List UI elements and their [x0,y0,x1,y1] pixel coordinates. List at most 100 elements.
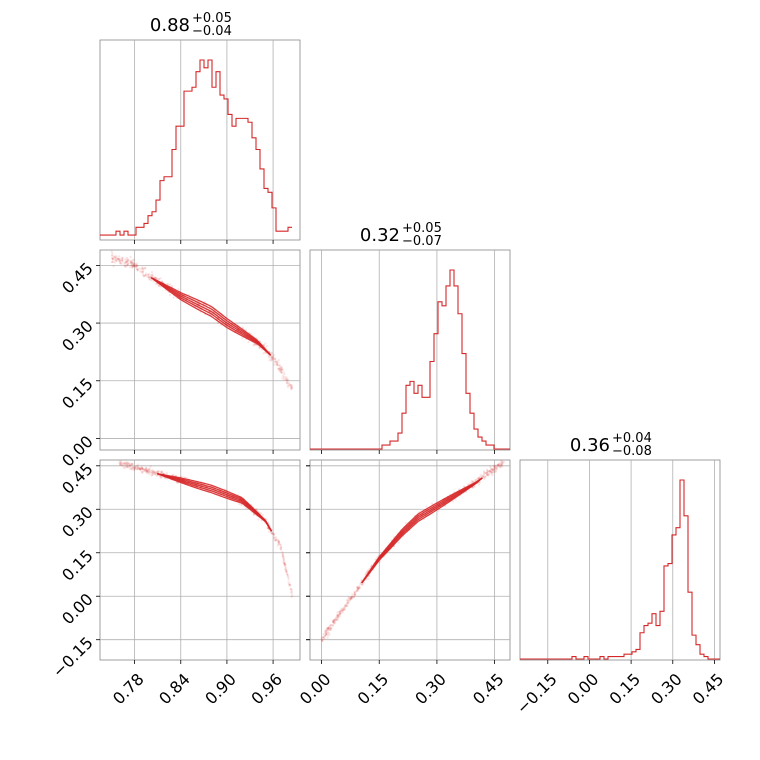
scatter-point [125,260,128,263]
scatter-point [500,464,503,467]
scatter-point [283,562,286,565]
scatter-point [486,472,489,475]
scatter-point [289,384,292,387]
scatter-point [273,358,276,361]
scatter-point [118,258,121,261]
scatter-point [128,465,131,468]
scatter-point [125,461,128,464]
scatter-point [356,586,359,589]
scatter-point [500,461,504,464]
scatter-point [378,561,381,564]
scatter-point [159,285,162,288]
scatter-point [489,468,493,471]
scatter-point [324,632,328,635]
scatter-point [279,543,282,547]
scatter-point [142,468,145,471]
scatter-point [367,568,370,571]
scatter-point [332,621,335,624]
scatter-point [284,566,288,569]
scatter-point [130,260,133,263]
scatter-point [130,467,133,470]
scatter-point [270,359,273,362]
scatter-point [289,384,292,387]
scatter-point [271,357,274,360]
scatter-point [144,274,147,277]
scatter-point [332,620,335,623]
scatter-point [129,261,132,265]
scatter-point [490,469,493,472]
scatter-point [134,262,137,265]
scatter-point [483,478,486,481]
scatter-point [270,532,274,535]
contour-line [157,473,273,532]
scatter-point [142,269,145,272]
scatter-point [141,267,144,270]
scatter-point [282,555,285,558]
scatter-point [344,605,347,608]
scatter-point [336,616,339,619]
scatter-point [284,378,288,381]
scatter-point [353,592,356,595]
scatter-point [339,612,342,615]
scatter-point [151,473,155,476]
scatter-point [349,596,353,599]
scatter-point [135,265,138,268]
scatter-point [286,379,289,382]
scatter-point [280,365,283,368]
scatter-point [159,475,163,478]
scatter-point [156,471,159,474]
scatter-point [281,550,284,554]
scatter-point [121,258,124,262]
scatter-point [357,587,360,590]
scatter-point [118,260,121,263]
scatter-panel-2-1-frame [99,249,301,451]
scatter-point [140,467,143,471]
scatter-point [329,623,333,626]
scatter-point [499,466,502,469]
scatter-point [145,466,148,470]
scatter-point [111,257,114,261]
scatter-point [267,355,271,358]
scatter-point [136,265,139,268]
scatter-point [488,469,491,473]
scatter-point [499,464,503,467]
scatter-point [286,378,290,381]
scatter-point [346,601,349,605]
scatter-point [477,477,480,480]
scatter-point [111,257,114,260]
scatter-point [121,463,124,466]
scatter-point [131,463,134,466]
scatter-point [494,465,497,468]
scatter-point [268,359,271,362]
scatter-point [135,468,139,471]
scatter-point [327,631,330,634]
x-tick-label: 0.15 [354,670,393,709]
scatter-point [289,588,293,591]
panel-title-plus: +0.05 [192,11,232,26]
scatter-point [144,273,148,277]
scatter-point [281,553,285,556]
scatter-point [488,469,492,472]
scatter-point [274,539,277,542]
y-tick-label: 0.45 [58,259,97,298]
scatter-point [129,255,132,259]
scatter-point [285,570,288,573]
scatter-point [487,474,490,477]
scatter-point [285,572,288,576]
scatter-point [140,466,144,469]
scatter-point [281,554,284,557]
scatter-point [145,468,148,472]
scatter-point [272,532,276,535]
scatter-point [360,583,363,586]
scatter-point [282,371,285,374]
scatter-point [263,351,267,354]
scatter-point [136,264,139,267]
scatter-point [338,613,341,616]
scatter-point [337,615,340,618]
scatter-point [279,368,282,371]
scatter-point [272,353,275,357]
scatter-point [132,264,136,267]
scatter-point [277,361,280,364]
scatter-point [483,475,486,478]
scatter-point [149,469,152,472]
